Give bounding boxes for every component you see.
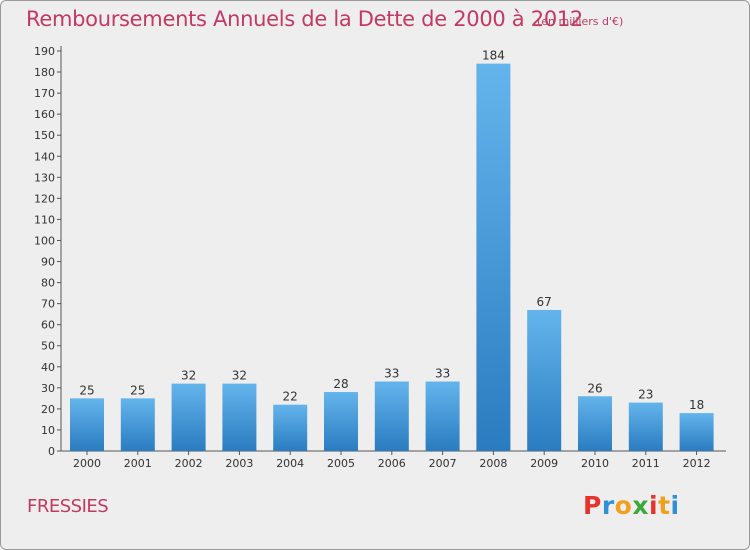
y-tick-label: 180 <box>34 66 55 79</box>
bar-2001[interactable] <box>120 398 155 451</box>
bar-value-label: 25 <box>130 383 145 397</box>
y-tick-label: 140 <box>34 150 55 163</box>
bar-value-label: 33 <box>384 367 399 381</box>
bar-value-label: 23 <box>638 388 653 402</box>
bar-2002[interactable] <box>171 383 206 451</box>
proxiti-logo[interactable]: Proxiti <box>583 491 680 520</box>
bar-value-label: 18 <box>689 398 704 412</box>
y-tick-label: 40 <box>41 361 55 374</box>
bar-value-label: 67 <box>537 295 552 309</box>
bar-2012[interactable] <box>679 413 714 451</box>
y-tick-label: 150 <box>34 129 55 142</box>
y-tick-label: 60 <box>41 319 55 332</box>
x-tick-label: 2001 <box>124 457 152 470</box>
y-tick-label: 130 <box>34 171 55 184</box>
bar-value-label: 26 <box>587 381 602 395</box>
y-tick-label: 100 <box>34 234 55 247</box>
x-tick-label: 2002 <box>175 457 203 470</box>
x-tick-label: 2003 <box>225 457 253 470</box>
bar-value-label: 25 <box>79 383 94 397</box>
bar-2003[interactable] <box>222 383 257 451</box>
bar-2010[interactable] <box>578 396 612 451</box>
commune-name: FRESSIES <box>27 496 109 517</box>
bar-2008[interactable] <box>476 63 511 451</box>
bar-2005[interactable] <box>324 392 358 451</box>
x-tick-label: 2012 <box>683 457 711 470</box>
logo-letter: t <box>658 491 671 520</box>
y-tick-label: 110 <box>34 213 55 226</box>
y-tick-label: 50 <box>41 340 55 353</box>
logo-letter: o <box>614 491 633 520</box>
bar-value-label: 184 <box>482 49 505 63</box>
x-tick-label: 2004 <box>276 457 304 470</box>
y-tick-label: 30 <box>41 382 55 395</box>
bar-2000[interactable] <box>70 398 104 451</box>
chart-title: Remboursements Annuels de la Dette de 20… <box>26 7 583 31</box>
y-tick-label: 90 <box>41 256 55 269</box>
bar-2011[interactable] <box>628 402 663 451</box>
logo-letter: x <box>632 491 649 520</box>
bar-2004[interactable] <box>273 404 308 451</box>
logo-letter: i <box>670 491 680 520</box>
x-tick-label: 2005 <box>327 457 355 470</box>
chart-subtitle: (en milliers d'€) <box>537 15 624 28</box>
x-tick-label: 2009 <box>530 457 558 470</box>
bar-value-label: 32 <box>232 369 247 383</box>
bar-value-label: 33 <box>435 367 450 381</box>
x-tick-label: 2000 <box>73 457 101 470</box>
x-tick-label: 2006 <box>378 457 406 470</box>
bar-2006[interactable] <box>374 381 409 451</box>
y-tick-label: 190 <box>34 45 55 58</box>
logo-letter: r <box>601 491 615 520</box>
x-tick-label: 2010 <box>581 457 609 470</box>
bar-value-label: 22 <box>283 390 298 404</box>
bar-value-label: 28 <box>333 377 348 391</box>
y-tick-label: 10 <box>41 424 55 437</box>
y-tick-label: 20 <box>41 403 55 416</box>
y-tick-label: 170 <box>34 87 55 100</box>
y-tick-label: 160 <box>34 108 55 121</box>
x-tick-label: 2011 <box>632 457 660 470</box>
y-tick-label: 70 <box>41 298 55 311</box>
bar-value-label: 32 <box>181 369 196 383</box>
y-tick-label: 0 <box>48 445 55 458</box>
x-tick-label: 2007 <box>429 457 457 470</box>
x-tick-label: 2008 <box>479 457 507 470</box>
y-tick-label: 120 <box>34 192 55 205</box>
bar-2009[interactable] <box>527 309 562 451</box>
logo-letter: i <box>649 491 659 520</box>
bar-2007[interactable] <box>425 381 460 451</box>
y-tick-label: 80 <box>41 277 55 290</box>
logo-letter: P <box>583 491 602 520</box>
